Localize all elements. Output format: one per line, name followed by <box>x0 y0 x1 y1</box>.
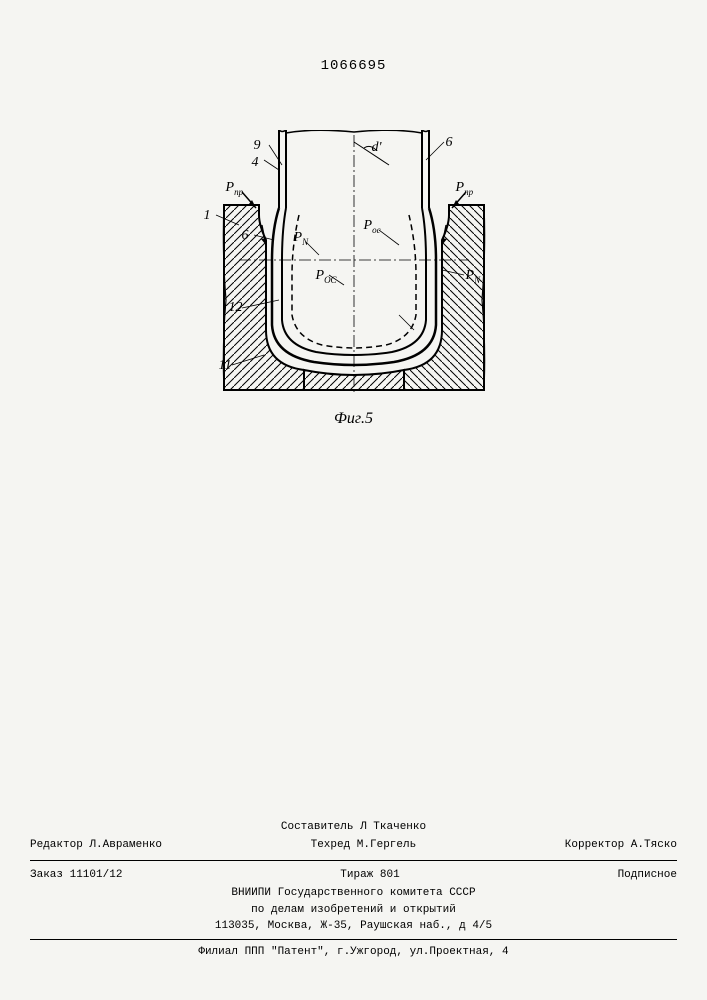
page: 1066695 <box>0 0 707 1000</box>
footer-order-row: Заказ 11101/12 Тираж 801 Подписное <box>30 865 677 886</box>
label-p-np-right: Pпр <box>456 180 474 197</box>
figure-svg <box>154 130 554 410</box>
footer-org1: ВНИИПИ Государственного комитета СССР <box>30 885 677 902</box>
label-p-n-left: PN <box>294 230 309 247</box>
footer: Составитель Л Ткаченко Редактор Л.Авраме… <box>30 819 677 961</box>
figure-5: 9 4 6 1 6 12 11 d' Pпр Pпр PN Pос PОС PN <box>154 130 554 410</box>
label-p-oc-right: Pос <box>364 218 381 235</box>
label-12: 12 <box>229 300 243 316</box>
label-11: 11 <box>219 358 232 374</box>
footer-branch: Филиал ППП "Патент", г.Ужгород, ул.Проек… <box>30 944 677 961</box>
footer-editor: Редактор Л.Авраменко <box>30 837 162 854</box>
footer-corrector: Корректор А.Тяско <box>565 837 677 854</box>
label-p-oc-left: PОС <box>316 268 337 285</box>
label-angle-d: d' <box>372 140 382 156</box>
label-6-top: 6 <box>446 135 453 151</box>
footer-order: Заказ 11101/12 <box>30 867 122 884</box>
figure-caption: Фиг.5 <box>334 410 373 428</box>
footer-divider-2 <box>30 939 677 940</box>
label-1: 1 <box>204 208 211 224</box>
document-number: 1066695 <box>321 58 387 74</box>
footer-techred: Техред М.Гергель <box>311 837 417 854</box>
footer-circulation: Тираж 801 <box>340 867 399 884</box>
footer-subscription: Подписное <box>618 867 677 884</box>
footer-address1: 113035, Москва, Ж-35, Раушская наб., д 4… <box>30 918 677 935</box>
footer-credits-row: Редактор Л.Авраменко Техред М.Гергель Ко… <box>30 835 677 856</box>
label-p-np-left: Pпр <box>226 180 244 197</box>
label-9: 9 <box>254 138 261 154</box>
footer-org2: по делам изобретений и открытий <box>30 902 677 919</box>
label-4: 4 <box>252 155 259 171</box>
footer-divider-1 <box>30 860 677 861</box>
footer-compiler: Составитель Л Ткаченко <box>30 819 677 836</box>
label-6-left: 6 <box>242 228 249 244</box>
label-p-n-right: PN <box>466 268 481 285</box>
